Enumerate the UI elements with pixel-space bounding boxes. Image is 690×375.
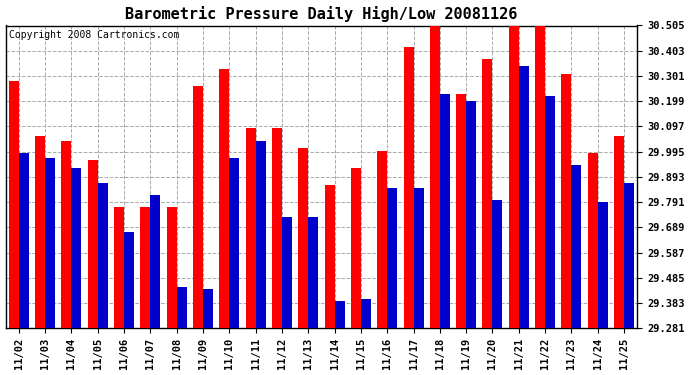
Bar	[535, 22, 545, 328]
Bar	[61, 141, 71, 328]
Bar	[255, 141, 266, 328]
Bar	[272, 128, 282, 328]
Bar	[71, 168, 81, 328]
Bar	[19, 153, 29, 328]
Bar	[624, 183, 634, 328]
Bar	[545, 96, 555, 328]
Text: Copyright 2008 Cartronics.com: Copyright 2008 Cartronics.com	[9, 30, 179, 40]
Bar	[282, 217, 292, 328]
Bar	[440, 94, 450, 328]
Bar	[88, 160, 98, 328]
Bar	[430, 22, 440, 328]
Bar	[588, 153, 598, 328]
Bar	[308, 217, 318, 328]
Bar	[219, 69, 229, 328]
Bar	[177, 286, 186, 328]
Bar	[482, 59, 493, 328]
Bar	[509, 22, 519, 328]
Bar	[229, 158, 239, 328]
Title: Barometric Pressure Daily High/Low 20081126: Barometric Pressure Daily High/Low 20081…	[125, 6, 518, 21]
Bar	[298, 148, 308, 328]
Bar	[150, 195, 160, 328]
Bar	[387, 188, 397, 328]
Bar	[598, 202, 608, 328]
Bar	[246, 128, 255, 328]
Bar	[562, 74, 571, 328]
Bar	[140, 207, 150, 328]
Bar	[35, 136, 45, 328]
Bar	[493, 200, 502, 328]
Bar	[413, 188, 424, 328]
Bar	[614, 136, 624, 328]
Bar	[45, 158, 55, 328]
Bar	[335, 302, 344, 328]
Bar	[203, 289, 213, 328]
Bar	[166, 207, 177, 328]
Bar	[114, 207, 124, 328]
Bar	[361, 299, 371, 328]
Bar	[377, 150, 387, 328]
Bar	[571, 165, 582, 328]
Bar	[9, 81, 19, 328]
Bar	[193, 86, 203, 328]
Bar	[324, 185, 335, 328]
Bar	[466, 101, 476, 328]
Bar	[124, 232, 134, 328]
Bar	[519, 66, 529, 328]
Bar	[456, 94, 466, 328]
Bar	[404, 46, 413, 328]
Bar	[98, 183, 108, 328]
Bar	[351, 168, 361, 328]
